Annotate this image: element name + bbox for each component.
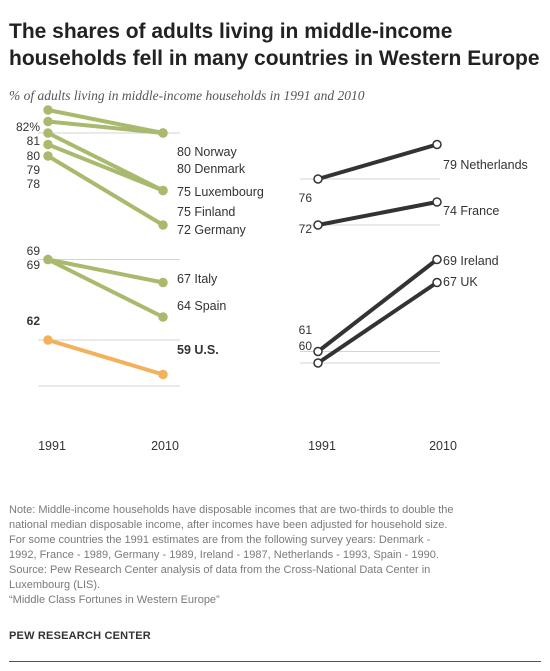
start-value-label: 82%: [16, 120, 40, 134]
x-tick-label: 1991: [38, 439, 66, 453]
data-point-Netherlands-1991: [313, 174, 323, 184]
series-line-Netherlands: [316, 142, 439, 181]
footnote: Note: Middle-income households have disp…: [9, 503, 541, 608]
data-point-France-2010: [432, 197, 442, 207]
start-value-label: 76: [299, 191, 313, 205]
data-point-Italy-2010: [158, 277, 168, 288]
end-value-label: 67 Italy: [177, 272, 218, 286]
start-value-label: 69: [27, 244, 41, 258]
end-value-label: 74 France: [443, 204, 499, 218]
right-chart-lines: [313, 139, 442, 368]
end-value-label: 64 Spain: [177, 299, 226, 313]
note-line: “Middle Class Fortunes in Western Europe…: [9, 594, 220, 606]
data-point-Finland-1991: [43, 139, 53, 150]
start-value-label: 61: [299, 323, 313, 337]
series-line-Ireland: [316, 257, 439, 354]
note-line: For some countries the 1991 estimates ar…: [9, 534, 431, 546]
note-line: national median disposable income, after…: [9, 519, 448, 531]
right-chart-labels: 76 79 Netherlands 72 74 France 61 69 Ireland 6…: [299, 158, 528, 353]
x-tick-label: 1991: [308, 439, 336, 453]
end-value-label: 75 Finland: [177, 205, 235, 219]
left-chart-labels: 82% 80 Norway 81 80 Denmark 80 75 Luxembourg 7…: [16, 120, 264, 357]
series-line-Denmark: [46, 119, 165, 135]
start-value-label: 69: [27, 258, 41, 272]
data-point-Germany-1991: [43, 151, 53, 161]
data-point-Netherlands-2010: [432, 139, 442, 150]
data-point-Luxembourg-1991: [43, 128, 53, 138]
series-line-Germany: [46, 154, 165, 227]
series-line-France: [316, 200, 439, 227]
end-value-label: 80 Norway: [177, 145, 237, 159]
end-value-label: 72 Germany: [177, 223, 247, 237]
start-value-label: 80: [27, 149, 41, 163]
data-point-Germany-2010: [158, 220, 168, 230]
chart-subtitle: % of adults living in middle-income hous…: [9, 88, 365, 103]
series-line-Spain: [46, 257, 165, 319]
chart-title: The shares of adults living in middle-in…: [9, 20, 540, 70]
data-point-U.S.-2010: [158, 369, 168, 380]
x-tick-label: 2010: [151, 439, 179, 453]
data-point-UK-1991: [313, 358, 323, 368]
start-value-label: 79: [27, 163, 41, 177]
start-value-label: 60: [299, 339, 313, 353]
note-line: Note: Middle-income households have disp…: [9, 504, 454, 516]
data-point-Spain-2010: [158, 312, 168, 322]
end-value-label: 79 Netherlands: [443, 158, 528, 172]
data-point-Finland-2010: [158, 185, 168, 196]
note-line: Luxembourg (LIS).: [9, 579, 101, 591]
x-tick-label: 2010: [429, 439, 457, 453]
note-line: Source: Pew Research Center analysis of …: [9, 564, 431, 576]
series-line-UK: [316, 280, 439, 365]
x-axis-labels: 1991 2010 1991 2010: [38, 439, 457, 453]
end-value-label: 75 Luxembourg: [177, 185, 264, 199]
series-line-Italy: [46, 257, 165, 285]
data-point-Norway-1991: [43, 105, 53, 115]
series-line-Finland: [46, 142, 165, 193]
start-value-label: 72: [299, 222, 313, 236]
end-value-label: 67 UK: [443, 275, 478, 289]
data-point-Spain-1991: [43, 254, 53, 265]
note-line: 1992, France - 1989, Germany - 1989, Ire…: [9, 549, 439, 561]
start-value-label: 62: [27, 314, 41, 328]
data-point-France-1991: [313, 220, 323, 230]
data-point-Ireland-1991: [313, 346, 323, 357]
data-point-U.S.-1991: [43, 335, 53, 345]
start-value-label: 78: [27, 177, 41, 191]
start-value-label: 81: [27, 134, 41, 148]
end-value-label: 59 U.S.: [177, 343, 219, 357]
left-chart-lines: [43, 105, 168, 380]
data-point-UK-2010: [432, 277, 442, 288]
series-line-U.S.: [46, 338, 165, 377]
slope-charts: 82% 80 Norway 81 80 Denmark 80 75 Luxembourg 7…: [16, 105, 528, 453]
bottom-rule: [9, 661, 541, 662]
data-point-Denmark-2010: [158, 128, 168, 138]
data-point-Ireland-2010: [432, 254, 442, 265]
data-point-Denmark-1991: [43, 116, 53, 127]
end-value-label: 80 Denmark: [177, 162, 246, 176]
end-value-label: 69 Ireland: [443, 254, 499, 268]
source-credit: PEW RESEARCH CENTER: [9, 630, 151, 642]
